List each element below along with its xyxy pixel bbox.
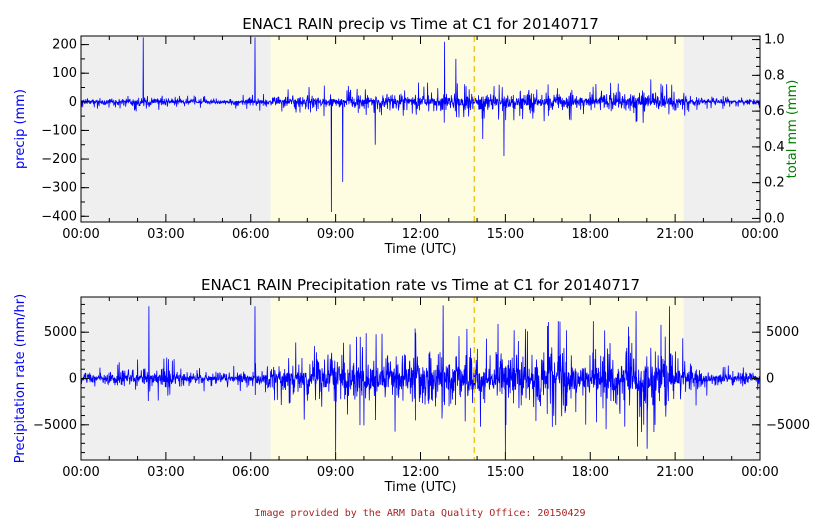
y-tick-label: −400 — [41, 209, 77, 224]
top-precip-series — [80, 37, 761, 212]
y-tick-label: −200 — [41, 152, 77, 167]
x-tick-label: 21:00 — [656, 465, 693, 480]
x-tick-label: 15:00 — [487, 227, 524, 242]
y-tick-label: −300 — [41, 181, 77, 196]
y-tick-label: 100 — [52, 66, 77, 81]
y2-tick-label: 1.0 — [764, 33, 785, 48]
y2-tick-label: −5000 — [766, 418, 810, 433]
x-tick-label: 18:00 — [572, 227, 609, 242]
x-tick-label: 21:00 — [656, 227, 693, 242]
top-y-ticks: 200 100 0 −100 −200 −300 −400 — [41, 38, 89, 224]
y2-tick-label: 0.8 — [764, 68, 785, 83]
x-tick-label: 12:00 — [402, 227, 439, 242]
y2-tick-label: 0 — [766, 372, 774, 387]
precip-chart: 00:00 03:00 06:00 09:00 12:00 15:00 18:00 21:00… — [13, 15, 800, 257]
y2-tick-label: 5000 — [766, 325, 799, 340]
top-x-axis-label: Time (UTC) — [384, 242, 457, 257]
top-x-ticks: 00:00 03:00 06:00 09:00 12:00 15:00 18:00 21:00… — [62, 36, 779, 242]
x-tick-label: 00:00 — [741, 465, 778, 480]
bottom-x-axis-label: Time (UTC) — [384, 480, 457, 495]
top-y2-ticks: 1.0 0.8 0.6 0.4 0.2 0.0 — [752, 33, 785, 226]
night-shade-late — [683, 36, 760, 222]
image-credit: Image provided by the ARM Data Quality O… — [254, 508, 585, 519]
night-shade-early — [81, 36, 271, 222]
y2-tick-label: 0.6 — [764, 104, 785, 119]
x-tick-label: 00:00 — [62, 465, 99, 480]
top-y-axis-label: precip (mm) — [13, 89, 28, 169]
bottom-x-ticks: 00:00 03:00 06:00 09:00 12:00 15:00 18:00 21:00… — [62, 297, 779, 480]
series-line — [80, 37, 761, 212]
y2-tick-label: 0.4 — [764, 140, 785, 155]
y-tick-label: 0 — [69, 372, 77, 387]
y2-tick-label: 0.0 — [764, 211, 785, 226]
y-tick-label: −100 — [41, 123, 77, 138]
x-tick-label: 09:00 — [317, 465, 354, 480]
y2-tick-label: 0.2 — [764, 176, 785, 191]
y-tick-label: 0 — [69, 95, 77, 110]
top-day-night-shading — [81, 36, 760, 222]
y-tick-label: −5000 — [33, 418, 77, 433]
x-tick-label: 15:00 — [487, 465, 524, 480]
x-tick-label: 03:00 — [147, 227, 184, 242]
y-tick-label: 5000 — [44, 325, 77, 340]
bottom-y-ticks: 5000 0 −5000 — [33, 303, 760, 454]
x-tick-label: 03:00 — [147, 465, 184, 480]
bottom-precip-rate-series — [80, 305, 761, 453]
top-chart-title: ENAC1 RAIN precip vs Time at C1 for 2014… — [242, 15, 599, 33]
daylight-shade — [270, 36, 684, 222]
x-tick-label: 12:00 — [402, 465, 439, 480]
x-tick-label: 09:00 — [317, 227, 354, 242]
bottom-y2-ticks: 5000 0 −5000 — [766, 325, 810, 433]
x-tick-label: 06:00 — [232, 227, 269, 242]
top-y2-axis-label: total mm (mm) — [785, 80, 800, 179]
bottom-y-axis-label: Precipitation rate (mm/hr) — [13, 294, 28, 463]
x-tick-label: 00:00 — [62, 227, 99, 242]
x-tick-label: 18:00 — [572, 465, 609, 480]
bottom-chart-title: ENAC1 RAIN Precipitation rate vs Time at… — [201, 276, 640, 294]
x-tick-label: 06:00 — [232, 465, 269, 480]
x-tick-label: 00:00 — [741, 227, 778, 242]
series-line — [80, 305, 761, 453]
precip-rate-chart: 00:00 03:00 06:00 09:00 12:00 15:00 18:00 21:00… — [13, 276, 810, 495]
y-tick-label: 200 — [52, 38, 77, 53]
